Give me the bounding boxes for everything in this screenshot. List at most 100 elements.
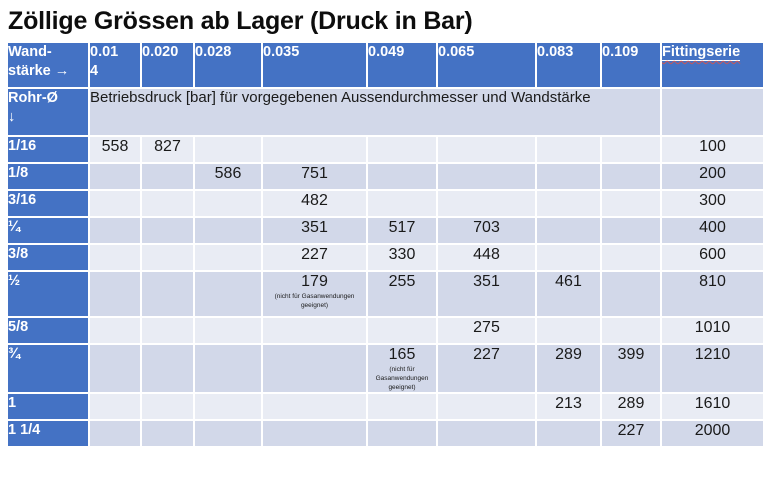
pressure-cell-0.109: 227	[602, 421, 660, 447]
pressure-cell-0.035: 227	[263, 245, 366, 270]
pressure-cell-0.028	[195, 137, 261, 162]
pressure-table-body: Wand- stärke → 0.01 4 0.020 0.028 0.035 0.049…	[8, 43, 763, 447]
pressure-cell-0.049	[368, 137, 436, 162]
col-header-0.083: 0.083	[537, 43, 600, 87]
pressure-cell-0.014	[90, 272, 140, 316]
pressure-cell-0.109	[602, 245, 660, 270]
pressure-cell-0.083	[537, 245, 600, 270]
fitting-series-cell: 400	[662, 218, 763, 243]
pressure-cell-0.083: 289	[537, 345, 600, 393]
pressure-cell-0.083	[537, 191, 600, 216]
row-label: 5/8	[8, 318, 88, 343]
row-axis-label-rohr-diameter: Rohr-Ø ↓	[8, 89, 88, 135]
pressure-cell-0.083	[537, 318, 600, 343]
pressure-cell-0.035	[263, 318, 366, 343]
col-header-0.028: 0.028	[195, 43, 261, 87]
pressure-cell-0.035: 351	[263, 218, 366, 243]
col-header-0.065: 0.065	[438, 43, 535, 87]
fitting-series-cell: 100	[662, 137, 763, 162]
pressure-cell-0.028	[195, 318, 261, 343]
row-label: ¼	[8, 218, 88, 243]
pressure-cell-0.020	[142, 272, 193, 316]
pressure-cell-0.028	[195, 191, 261, 216]
pressure-cell-0.020	[142, 421, 193, 447]
gas-warning-note: (nicht für Gasanwendungen geeignet)	[375, 366, 429, 392]
pressure-cell-0.014	[90, 421, 140, 447]
pressure-cell-0.014	[90, 191, 140, 216]
fitting-series-cell: 1010	[662, 318, 763, 343]
row-label: 3/8	[8, 245, 88, 270]
pressure-cell-0.065	[438, 191, 535, 216]
pressure-cell-0.028	[195, 245, 261, 270]
pressure-cell-0.035: 751	[263, 164, 366, 189]
pressure-cell-0.109: 289	[602, 394, 660, 420]
col-header-0.020: 0.020	[142, 43, 193, 87]
pressure-cell-0.065	[438, 137, 535, 162]
row-label: 1/8	[8, 164, 88, 189]
pressure-cell-0.028	[195, 272, 261, 316]
pressure-cell-0.049: 165 (nicht für Gasanwendungen geeignet)	[368, 345, 436, 393]
pressure-table: Wand- stärke → 0.01 4 0.020 0.028 0.035 0.049…	[6, 41, 765, 449]
pressure-cell-0.083: 213	[537, 394, 600, 420]
pressure-cell-0.049	[368, 164, 436, 189]
pressure-cell-0.035: 482	[263, 191, 366, 216]
pressure-cell-0.049: 255	[368, 272, 436, 316]
col-header-0.049: 0.049	[368, 43, 436, 87]
pressure-cell-0.014: 558	[90, 137, 140, 162]
col-header-fittingserie: Fittingserie	[662, 43, 763, 87]
pressure-cell-0.014	[90, 394, 140, 420]
pressure-cell-0.109	[602, 164, 660, 189]
pressure-cell-0.035	[263, 345, 366, 393]
pressure-cell-0.065: 448	[438, 245, 535, 270]
pressure-cell-0.065	[438, 164, 535, 189]
corner-label-wandstaerke: Wand- stärke →	[8, 43, 88, 87]
pressure-cell-0.109	[602, 218, 660, 243]
pressure-cell-0.065: 275	[438, 318, 535, 343]
pressure-cell-0.083	[537, 164, 600, 189]
pressure-cell-0.083	[537, 218, 600, 243]
pressure-cell-0.109	[602, 318, 660, 343]
col-header-0.035: 0.035	[263, 43, 366, 87]
pressure-cell-0.035	[263, 137, 366, 162]
fitting-series-cell: 1210	[662, 345, 763, 393]
row-label: ½	[8, 272, 88, 316]
table-row: 1 213 289 1610	[8, 394, 763, 420]
pressure-cell-0.035	[263, 394, 366, 420]
pressure-cell-0.020	[142, 394, 193, 420]
pressure-cell-0.109	[602, 272, 660, 316]
row-label: 1/16	[8, 137, 88, 162]
pressure-cell-0.020	[142, 164, 193, 189]
pressure-cell-0.020: 827	[142, 137, 193, 162]
pressure-cell-0.083	[537, 421, 600, 447]
row-label: ¾	[8, 345, 88, 393]
pressure-cell-0.020	[142, 345, 193, 393]
pressure-cell-0.083	[537, 137, 600, 162]
fittingserie-label: Fittingserie	[662, 44, 741, 61]
pressure-value: 179	[301, 273, 328, 290]
pressure-cell-0.065	[438, 394, 535, 420]
table-row: ½ 179 (nicht für Gasanwendungen geeignet) 2…	[8, 272, 763, 316]
fitting-series-cell: 2000	[662, 421, 763, 447]
pressure-cell-0.014	[90, 245, 140, 270]
fitting-series-cell: 200	[662, 164, 763, 189]
pressure-cell-0.065	[438, 421, 535, 447]
pressure-cell-0.049	[368, 421, 436, 447]
table-row: 1/8 586 751 200	[8, 164, 763, 189]
betriebsdruck-note-cell: Betriebsdruck [bar] für vorgegebenen Aus…	[90, 89, 660, 135]
pressure-cell-0.049: 330	[368, 245, 436, 270]
pressure-cell-0.049: 517	[368, 218, 436, 243]
pressure-cell-0.028	[195, 345, 261, 393]
pressure-cell-0.065: 351	[438, 272, 535, 316]
pressure-cell-0.020	[142, 218, 193, 243]
pressure-cell-0.109	[602, 191, 660, 216]
gas-warning-note: (nicht für Gasanwendungen geeignet)	[274, 293, 355, 310]
table-row: 3/16 482 300	[8, 191, 763, 216]
pressure-cell-0.014	[90, 164, 140, 189]
pressure-cell-0.109: 399	[602, 345, 660, 393]
pressure-cell-0.049	[368, 394, 436, 420]
col-header-0.109: 0.109	[602, 43, 660, 87]
pressure-cell-0.028	[195, 218, 261, 243]
col-header-0.014: 0.01 4	[90, 43, 140, 87]
row-label: 1	[8, 394, 88, 420]
pressure-cell-0.035	[263, 421, 366, 447]
